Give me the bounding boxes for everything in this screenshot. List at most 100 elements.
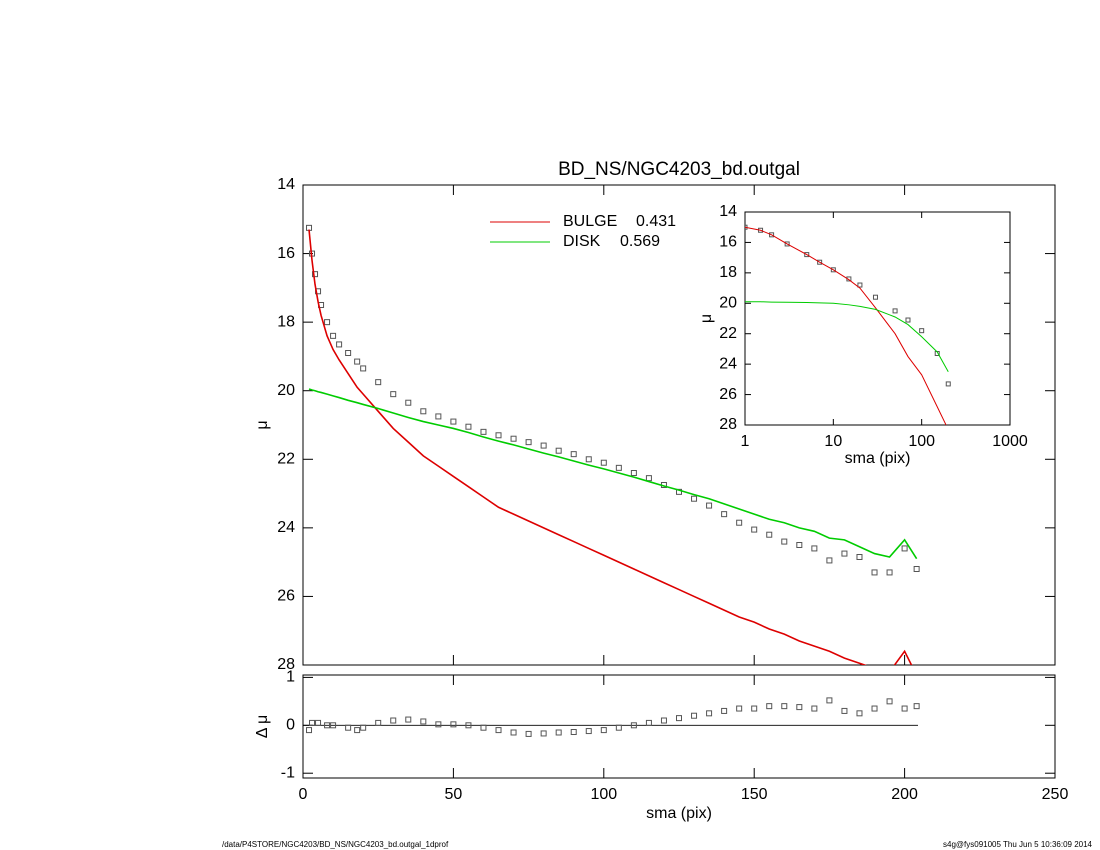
y-axis-label: μ — [698, 314, 715, 323]
data-point — [811, 545, 818, 552]
data-point — [540, 730, 547, 737]
data-point — [857, 282, 863, 288]
model-line — [308, 229, 913, 665]
data-point — [826, 557, 833, 564]
data-point — [645, 719, 652, 726]
data-point — [615, 464, 622, 471]
x-tick-label: 250 — [1042, 786, 1069, 803]
data-point — [691, 495, 698, 502]
y-tick-label: 24 — [719, 355, 737, 372]
y-tick-label: 0 — [286, 717, 295, 734]
data-point — [769, 232, 775, 238]
x-tick-label: 1000 — [992, 433, 1028, 450]
data-point — [570, 451, 577, 458]
data-point — [570, 729, 577, 736]
data-point — [525, 439, 532, 446]
data-point — [465, 722, 472, 729]
data-point — [766, 703, 773, 710]
data-point — [721, 707, 728, 714]
data-point — [691, 712, 698, 719]
data-point — [480, 724, 487, 731]
data-point — [330, 722, 337, 729]
data-point — [525, 730, 532, 737]
y-tick-label: 14 — [277, 176, 295, 193]
data-point — [435, 721, 442, 728]
legend-label: BULGE — [563, 213, 617, 230]
data-point — [390, 391, 397, 398]
data-point — [721, 511, 728, 518]
chart-title: BD_NS/NGC4203_bd.outgal — [558, 159, 800, 180]
data-point — [796, 542, 803, 548]
data-point — [324, 319, 331, 326]
data-point — [736, 519, 743, 526]
data-point — [555, 729, 562, 736]
footer-left: /data/P4STORE/NGC4203/BD_NS/NGC4203_bd.o… — [222, 840, 449, 849]
data-point — [510, 729, 517, 736]
plot-area — [303, 697, 920, 737]
data-point — [435, 413, 442, 420]
model-line — [745, 301, 949, 372]
legend-fraction: 0.569 — [620, 233, 660, 250]
x-tick-label: 100 — [908, 433, 935, 450]
y-axis-label: μ — [254, 420, 271, 429]
x-tick-label: 200 — [891, 786, 918, 803]
data-point — [811, 705, 818, 712]
data-point — [796, 704, 803, 711]
data-point — [766, 531, 773, 538]
data-point — [360, 365, 367, 372]
data-point — [495, 432, 502, 439]
data-point — [405, 399, 412, 406]
data-point — [510, 435, 517, 442]
data-point — [901, 545, 908, 552]
data-point — [706, 710, 713, 717]
data-point — [676, 715, 682, 722]
data-point — [600, 727, 607, 734]
x-tick-label: 50 — [445, 786, 463, 803]
data-point — [585, 456, 592, 463]
data-point — [913, 703, 920, 710]
data-point — [480, 428, 487, 435]
y-tick-label: 18 — [719, 264, 737, 281]
x-axis-label: sma (pix) — [646, 805, 712, 822]
y-tick-label: -1 — [281, 764, 295, 781]
plot-frame — [744, 211, 1011, 426]
x-tick-label: 0 — [299, 786, 308, 803]
y-tick-label: 1 — [286, 669, 295, 686]
y-tick-label: 28 — [277, 656, 295, 673]
data-point — [856, 554, 863, 560]
data-point — [841, 707, 848, 714]
legend-fraction: 0.431 — [636, 213, 676, 230]
data-point — [405, 716, 412, 723]
data-point — [354, 358, 361, 365]
legend-label: DISK — [563, 233, 601, 250]
y-tick-label: 18 — [277, 313, 295, 330]
data-point — [913, 566, 920, 572]
data-point — [360, 724, 367, 731]
data-point — [945, 381, 951, 387]
data-point — [324, 722, 331, 729]
data-point — [420, 718, 427, 725]
data-point — [751, 705, 758, 712]
data-point — [751, 526, 758, 533]
data-point — [585, 728, 592, 735]
data-point — [600, 459, 607, 466]
x-tick-label: 100 — [590, 786, 617, 803]
data-point — [312, 271, 319, 278]
data-point — [309, 719, 316, 726]
data-point — [871, 569, 878, 576]
data-point — [420, 408, 427, 415]
y-tick-label: 26 — [277, 588, 295, 605]
data-point — [630, 470, 637, 476]
y-tick-label: 20 — [277, 382, 295, 399]
data-point — [336, 341, 343, 348]
x-tick-label: 150 — [741, 786, 768, 803]
data-point — [905, 317, 911, 323]
y-tick-label: 22 — [719, 325, 737, 342]
data-point — [856, 710, 863, 717]
y-tick-label: 20 — [719, 295, 737, 312]
data-point — [555, 447, 562, 454]
data-point — [615, 724, 622, 731]
x-tick-label: 10 — [824, 433, 842, 450]
x-axis-label: sma (pix) — [845, 450, 911, 467]
